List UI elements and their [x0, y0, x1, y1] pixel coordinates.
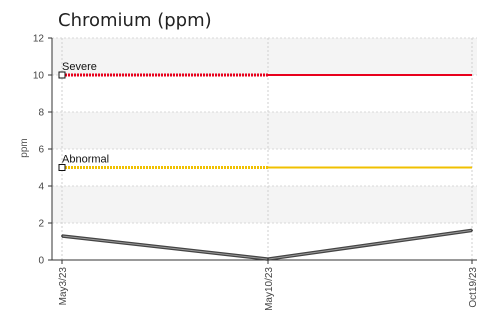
y-tick-labels: 0 2 4 6 8 10 12 [33, 34, 45, 267]
y-tick-label: 8 [38, 108, 44, 119]
reference-marker [58, 71, 66, 79]
background-bands [52, 38, 477, 223]
series-group [61, 228, 473, 261]
reference-line-label: Abnormal [62, 154, 109, 166]
data-point [61, 234, 63, 237]
y-tick-label: 0 [38, 256, 44, 267]
background-band [52, 186, 477, 223]
data-point [267, 258, 269, 261]
background-band [52, 38, 477, 75]
chart-title: Chromium (ppm) [58, 10, 212, 31]
reference-marker [58, 164, 66, 171]
x-tick-labels: May3/23 May10/23 Oct19/23 [58, 267, 479, 311]
reference-lines: Severe Abnormal [58, 61, 472, 171]
x-tick-label: May3/23 [58, 267, 69, 306]
y-tick-label: 10 [33, 71, 45, 82]
series-line-shadow [61, 228, 473, 261]
y-tick-label: 2 [38, 219, 44, 230]
x-tick-label: Oct19/23 [468, 267, 479, 308]
y-tick-label: 6 [38, 145, 44, 156]
x-tick-label: May10/23 [264, 267, 275, 311]
y-tick-label: 4 [38, 182, 44, 193]
data-point [471, 229, 473, 232]
y-axis-label: ppm [19, 138, 30, 157]
background-band [52, 112, 477, 149]
y-tick-label: 12 [33, 34, 45, 45]
series-line-highlight [61, 229, 473, 260]
reference-line-label: Severe [62, 61, 97, 73]
